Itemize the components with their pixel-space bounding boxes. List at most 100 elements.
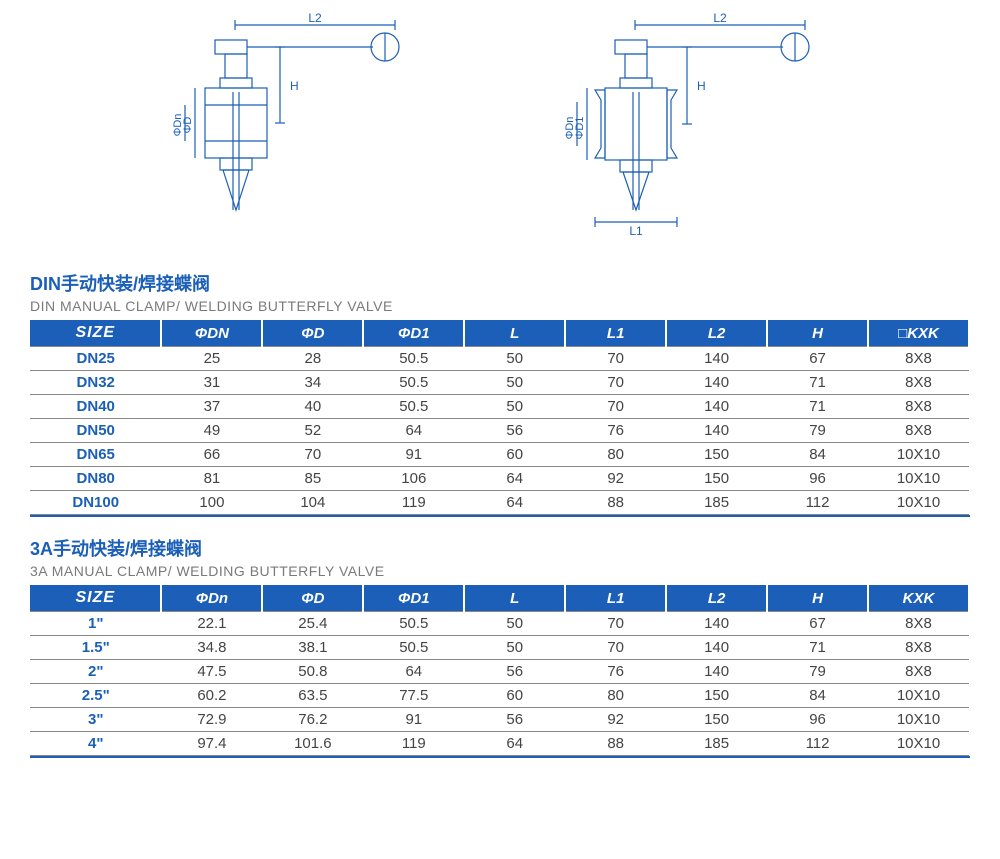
data-cell: 70: [565, 612, 666, 636]
col-header: H: [767, 585, 868, 612]
col-header: ΦDN: [161, 320, 262, 347]
data-cell: 38.1: [262, 636, 363, 660]
col-header: □KXK: [868, 320, 969, 347]
data-cell: 34.8: [161, 636, 262, 660]
data-cell: 88: [565, 491, 666, 515]
data-cell: 70: [565, 371, 666, 395]
data-cell: 100: [161, 491, 262, 515]
data-cell: 50.5: [363, 395, 464, 419]
dim-label-phidn: ΦDn: [172, 114, 184, 137]
data-cell: 81: [161, 467, 262, 491]
data-cell: 185: [666, 732, 767, 756]
data-cell: 70: [565, 395, 666, 419]
size-cell: DN80: [30, 467, 161, 491]
data-cell: 10X10: [868, 443, 969, 467]
table-3a-header: SIZEΦDnΦDΦD1LL1L2HKXK: [30, 585, 969, 612]
data-cell: 150: [666, 443, 767, 467]
data-cell: 8X8: [868, 419, 969, 443]
table-row: 2.5"60.263.577.560801508410X10: [30, 684, 969, 708]
table-row: 3"72.976.29156921509610X10: [30, 708, 969, 732]
data-cell: 140: [666, 347, 767, 371]
data-cell: 77.5: [363, 684, 464, 708]
data-cell: 84: [767, 684, 868, 708]
size-cell: DN65: [30, 443, 161, 467]
data-cell: 67: [767, 347, 868, 371]
diagram-clamp: L2: [555, 10, 835, 240]
data-cell: 92: [565, 708, 666, 732]
data-cell: 71: [767, 371, 868, 395]
data-cell: 8X8: [868, 612, 969, 636]
col-header: ΦD1: [363, 585, 464, 612]
col-header: ΦD1: [363, 320, 464, 347]
data-cell: 150: [666, 684, 767, 708]
data-cell: 140: [666, 371, 767, 395]
table-row: DN25252850.55070140678X8: [30, 347, 969, 371]
table-3a: SIZEΦDnΦDΦD1LL1L2HKXK 1"22.125.450.55070…: [30, 585, 970, 756]
data-cell: 88: [565, 732, 666, 756]
col-header: L1: [565, 585, 666, 612]
size-cell: DN100: [30, 491, 161, 515]
data-cell: 40: [262, 395, 363, 419]
data-cell: 50: [464, 612, 565, 636]
data-cell: 10X10: [868, 684, 969, 708]
data-cell: 85: [262, 467, 363, 491]
data-cell: 60.2: [161, 684, 262, 708]
data-cell: 119: [363, 732, 464, 756]
col-header: ΦDn: [161, 585, 262, 612]
data-cell: 76: [565, 660, 666, 684]
data-cell: 106: [363, 467, 464, 491]
data-cell: 10X10: [868, 708, 969, 732]
data-cell: 71: [767, 395, 868, 419]
table-row: DN80818510664921509610X10: [30, 467, 969, 491]
data-cell: 8X8: [868, 347, 969, 371]
data-cell: 96: [767, 467, 868, 491]
section1-title-en: DIN MANUAL CLAMP/ WELDING BUTTERFLY VALV…: [30, 298, 970, 314]
data-cell: 60: [464, 443, 565, 467]
data-cell: 140: [666, 612, 767, 636]
data-cell: 91: [363, 708, 464, 732]
section1-title-cn: DIN手动快装/焊接蝶阀: [30, 270, 970, 296]
table-row: DN100100104119648818511210X10: [30, 491, 969, 515]
data-cell: 8X8: [868, 395, 969, 419]
dim-label-l2: L2: [713, 11, 727, 25]
data-cell: 63.5: [262, 684, 363, 708]
data-cell: 72.9: [161, 708, 262, 732]
data-cell: 79: [767, 419, 868, 443]
data-cell: 80: [565, 443, 666, 467]
data-cell: 50: [464, 636, 565, 660]
data-cell: 10X10: [868, 732, 969, 756]
col-header: L: [464, 320, 565, 347]
section2-title-cn: 3A手动快装/焊接蝶阀: [30, 535, 970, 561]
data-cell: 70: [565, 347, 666, 371]
col-header: L1: [565, 320, 666, 347]
data-cell: 119: [363, 491, 464, 515]
diagrams-row: L2: [30, 10, 970, 240]
data-cell: 70: [262, 443, 363, 467]
data-cell: 150: [666, 708, 767, 732]
data-cell: 150: [666, 467, 767, 491]
table-row: DN6566709160801508410X10: [30, 443, 969, 467]
data-cell: 50: [464, 347, 565, 371]
data-cell: 50.5: [363, 371, 464, 395]
data-cell: 56: [464, 708, 565, 732]
data-cell: 50.5: [363, 636, 464, 660]
data-cell: 64: [363, 419, 464, 443]
col-header: L: [464, 585, 565, 612]
table-3a-rule: [30, 756, 970, 758]
data-cell: 64: [363, 660, 464, 684]
data-cell: 71: [767, 636, 868, 660]
col-header: SIZE: [30, 320, 161, 347]
data-cell: 10X10: [868, 467, 969, 491]
data-cell: 10X10: [868, 491, 969, 515]
table-row: DN40374050.55070140718X8: [30, 395, 969, 419]
table-row: 4"97.4101.6119648818511210X10: [30, 732, 969, 756]
size-cell: DN50: [30, 419, 161, 443]
data-cell: 64: [464, 732, 565, 756]
data-cell: 8X8: [868, 371, 969, 395]
data-cell: 80: [565, 684, 666, 708]
dim-label-l1: L1: [629, 224, 643, 238]
data-cell: 140: [666, 636, 767, 660]
data-cell: 76: [565, 419, 666, 443]
data-cell: 97.4: [161, 732, 262, 756]
table-row: DN32313450.55070140718X8: [30, 371, 969, 395]
